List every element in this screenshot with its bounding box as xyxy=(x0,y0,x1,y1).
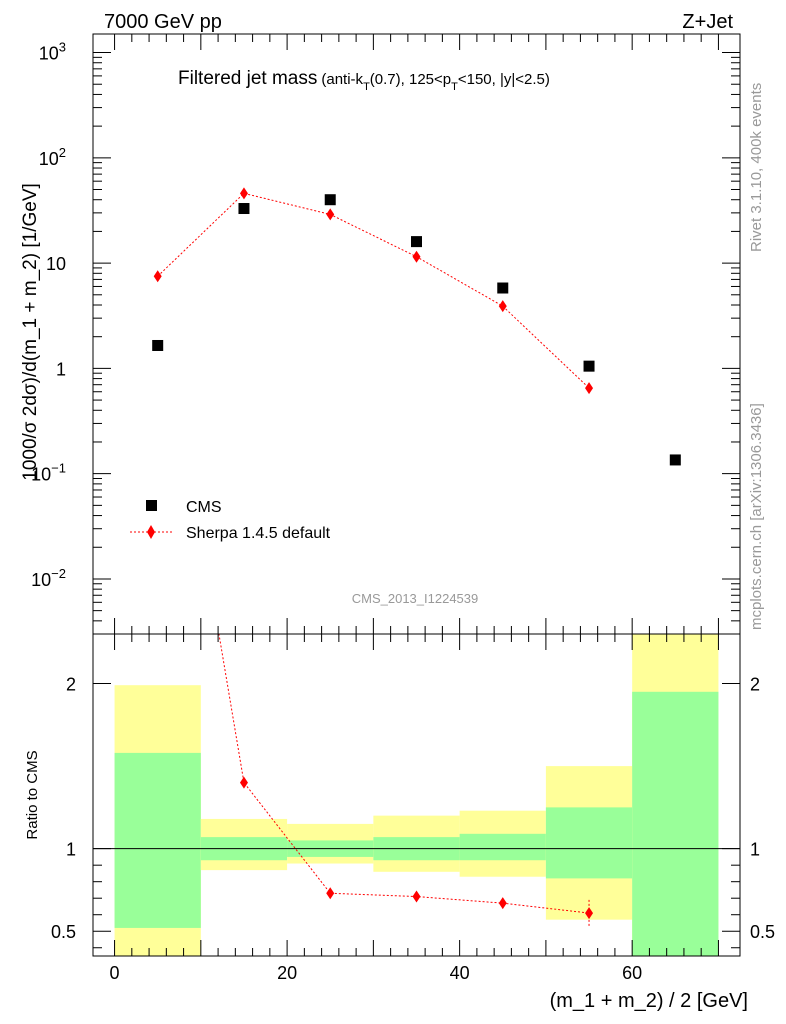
process-label: Z+Jet xyxy=(682,11,733,33)
ratio-y-tick-label-left: 0.5 xyxy=(51,922,76,942)
chart-title-detail-3: <150, |y|<2.5) xyxy=(458,71,550,88)
chart-title-main: Filtered jet mass xyxy=(178,68,317,89)
rivet-label: Rivet 3.1.10, 400k events xyxy=(748,83,765,252)
x-tick-label: 20 xyxy=(277,963,297,983)
ratio-band-inner xyxy=(632,691,719,956)
main-y-tick-label: 102 xyxy=(39,145,66,169)
cms-data-point xyxy=(669,454,681,466)
ratio-sherpa-point xyxy=(326,887,335,900)
main-plot: 10−2 10−1 1 10 102 103 Filtered jet mass (anti… xyxy=(20,33,741,635)
chart-title-sub-2: T xyxy=(451,81,458,93)
chart-title-detail-1: (anti-k xyxy=(321,71,363,88)
cms-data-point xyxy=(152,339,164,351)
ratio-y-tick-label-left: 2 xyxy=(66,675,76,695)
ratio-y-tick-label-right: 0.5 xyxy=(750,922,775,942)
cms-data-point xyxy=(583,360,595,372)
ratio-sherpa-line xyxy=(218,634,590,914)
main-plot-frame xyxy=(92,33,741,635)
ratio-band-inner xyxy=(114,752,201,928)
main-y-axis-label: 1000/σ 2dσ)/d(m_1 + m_2) [1/GeV] xyxy=(20,183,41,481)
ratio-y-tick-label-right: 1 xyxy=(750,840,760,860)
cms-data-point xyxy=(324,194,336,206)
legend-sherpa-marker xyxy=(147,525,155,539)
sherpa-data-point xyxy=(412,250,421,263)
legend-cms-marker xyxy=(146,500,157,511)
ratio-plot-frame xyxy=(92,633,741,957)
main-y-tick-label: 1 xyxy=(56,359,66,379)
chart-title-detail-2: (0.7), 125<p xyxy=(370,71,451,88)
legend-sherpa-label: Sherpa 1.4.5 default xyxy=(186,525,331,542)
sherpa-line xyxy=(157,192,590,389)
sherpa-data-point xyxy=(326,208,335,221)
ratio-y-tick-label-right: 2 xyxy=(750,675,760,695)
x-axis-label: (m_1 + m_2) / 2 [GeV] xyxy=(550,990,748,1012)
cms-data-point xyxy=(238,203,250,215)
cms-data-point xyxy=(411,236,422,248)
legend-cms-label: CMS xyxy=(186,499,222,516)
ratio-y-tick-label-left: 1 xyxy=(66,840,76,860)
chart-title: Filtered jet mass (anti-kT(0.7), 125<pT<1… xyxy=(178,68,550,93)
chart-title-sub-1: T xyxy=(363,81,370,93)
ratio-sherpa-point xyxy=(412,890,421,903)
legend: CMS Sherpa 1.4.5 default xyxy=(130,499,331,542)
x-tick-label: 60 xyxy=(622,963,642,983)
analysis-watermark: CMS_2013_I1224539 xyxy=(352,591,479,606)
energy-label: 7000 GeV pp xyxy=(104,11,222,33)
sherpa-data-point xyxy=(153,270,162,283)
main-y-tick-label: 103 xyxy=(39,40,66,64)
source-label: mcplots.cern.ch [arXiv:1306.3436] xyxy=(748,403,765,630)
ratio-plot: 0.5 0.51 12 20 20 40 60 Ratio to CMS (m_1 + m_… xyxy=(24,633,775,1012)
sherpa-data-point xyxy=(498,300,507,313)
main-y-tick-label: 10 xyxy=(46,254,66,274)
x-tick-label: 40 xyxy=(450,963,470,983)
ratio-band-inner xyxy=(545,807,633,879)
x-tick-label: 0 xyxy=(110,963,120,983)
sherpa-data-point xyxy=(239,187,248,200)
ratio-sherpa-point xyxy=(585,907,594,920)
ratio-sherpa-point xyxy=(498,897,507,910)
cms-data-point xyxy=(497,282,509,294)
ratio-band-inner xyxy=(459,833,546,861)
main-y-tick-label: 10−1 xyxy=(31,461,66,485)
sherpa-data-point xyxy=(585,382,594,395)
main-y-tick-label: 10−2 xyxy=(31,566,66,590)
ratio-y-axis-label: Ratio to CMS xyxy=(24,750,41,839)
ratio-sherpa-point xyxy=(239,776,248,789)
